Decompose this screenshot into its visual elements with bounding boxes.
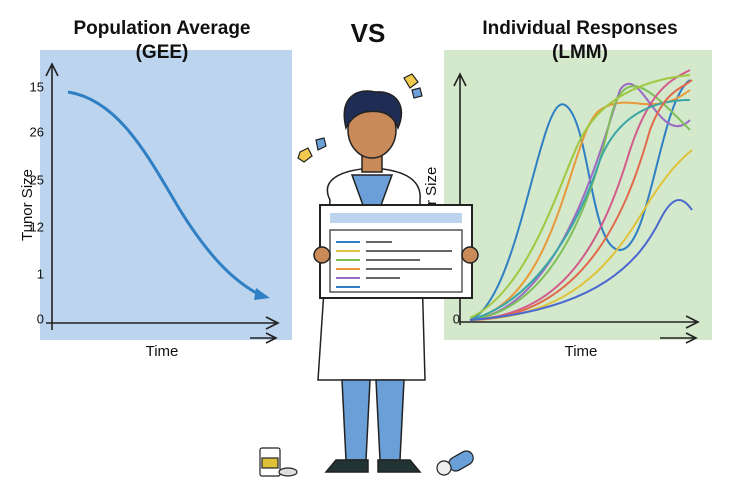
path-shape [341,379,405,461]
path-shape [324,459,422,473]
y-tick-label: 15 [30,79,44,94]
path-shape [67,90,263,298]
x-axis-label: Time [565,343,598,360]
path-shape [453,72,700,329]
rect-shape [329,229,463,293]
y-tick-label: 26 [30,124,44,139]
path-shape [469,79,693,321]
rect-shape [261,457,279,469]
left-title: Population Average [73,18,250,39]
circle-shape [436,460,452,476]
y-tick-label: 0 [37,311,44,326]
polygon-shape [297,147,313,163]
path-shape [469,149,693,321]
decor [259,73,474,477]
path-shape [469,69,691,321]
polygon-shape [403,73,419,89]
path-shape [343,90,403,131]
path-shape [469,74,691,319]
path-shape [254,288,270,300]
path-shape [469,99,691,321]
path-shape [45,62,280,330]
path-shape [469,79,691,321]
path-shape [350,174,394,233]
x-axis-label: Time [146,343,179,360]
ellipse-shape [278,467,298,477]
polygon-shape [411,87,423,99]
rect-shape [330,213,462,223]
y-axis-label: Tunor Size [19,169,36,241]
right-title: (LMM) [552,42,608,63]
y-tick-label: 0 [453,311,460,326]
right-title: Individual Responses [482,18,677,39]
vs-label: VS [351,18,386,48]
response-curves [469,69,693,321]
circle-shape [461,246,479,264]
circle-shape [313,246,331,264]
y-tick-label: 1 [37,266,44,281]
y-tick-label: 12 [30,219,44,234]
path-shape [366,241,452,279]
left-title: (GEE) [136,42,189,63]
path-shape [250,332,278,344]
y-axis-label: or Size [423,167,440,214]
left-panel [40,50,292,340]
g-shape: 15 26 25 12 1 0 [30,79,44,326]
path-shape [469,85,691,321]
doctor [313,90,479,473]
path-shape [660,332,698,344]
path-shape [469,199,693,321]
polygon-shape [315,137,327,151]
y-tick-label: 25 [30,172,44,187]
